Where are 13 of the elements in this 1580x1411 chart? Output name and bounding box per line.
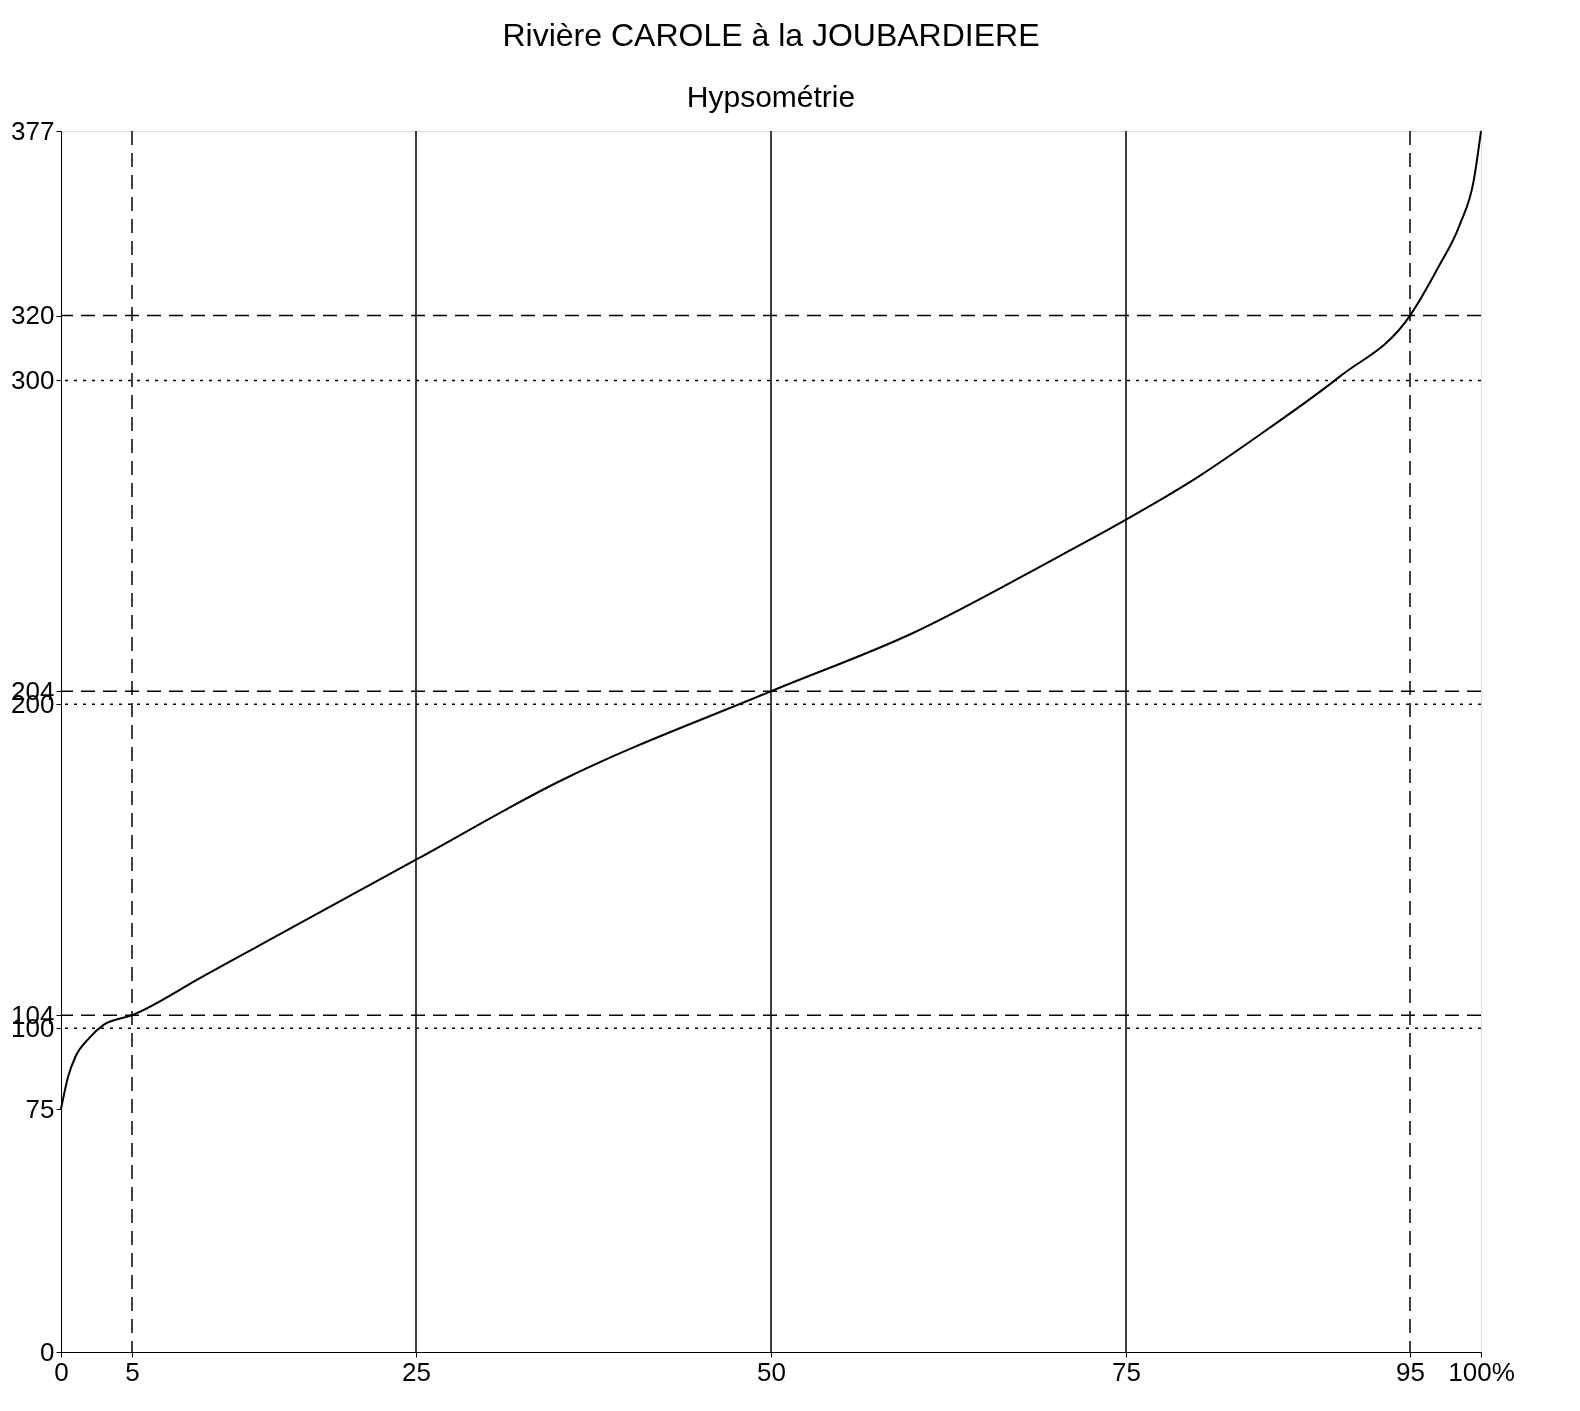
chart-title: Rivière CAROLE à la JOUBARDIERE (502, 17, 1040, 53)
x-tick-label: 50 (757, 1356, 786, 1387)
x-tick-label: 100% (1448, 1356, 1515, 1387)
x-tick-label: 25 (402, 1356, 431, 1387)
y-tick-label: 300 (11, 364, 55, 395)
chart-subtitle: Hypsométrie (686, 80, 856, 113)
y-tick-label: 75 (25, 1093, 55, 1124)
x-tick-label: 5 (125, 1356, 140, 1387)
x-tick-label: 75 (1112, 1356, 1141, 1387)
x-tick-label: 95 (1396, 1356, 1425, 1387)
y-tick-label: 0 (40, 1336, 55, 1367)
y-tick-label: 320 (11, 300, 55, 331)
y-tick-label: 377 (11, 115, 55, 146)
